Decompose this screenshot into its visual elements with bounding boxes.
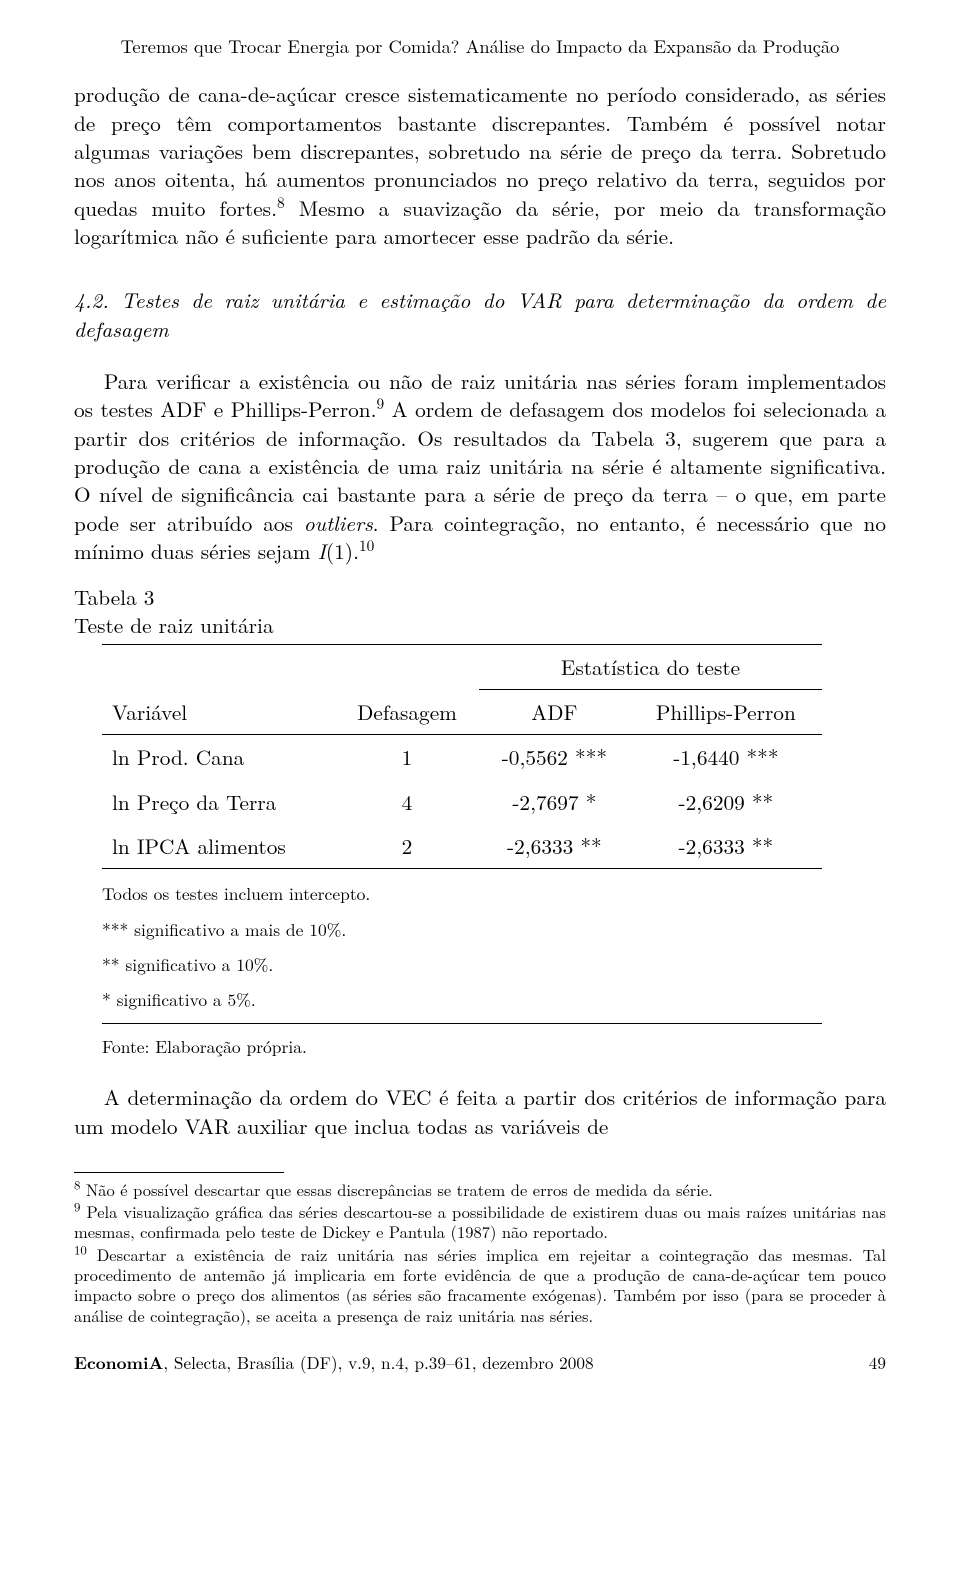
table-col-0: Variável (102, 690, 335, 735)
table-cell: -1,6440 *** (630, 735, 822, 780)
table-col-1: Defasagem (335, 690, 479, 735)
table-cell: 2 (335, 824, 479, 869)
table-cell: -2,7697 * (479, 780, 630, 824)
footnote-mark: 10 (74, 1239, 87, 1258)
table-row: ln IPCA alimentos 2 -2,6333 ** -2,6333 *… (102, 824, 822, 869)
footnote-ref-8: 8 (277, 192, 285, 213)
table-notes: Todos os testes incluem intercepto. *** … (102, 881, 822, 1059)
table-col-3: Phillips-Perron (630, 690, 822, 735)
page: Teremos que Trocar Energia por Comida? A… (0, 0, 960, 1415)
footnote-ref-10: 10 (359, 535, 374, 556)
table-row: ln Prod. Cana 1 -0,5562 *** -1,6440 *** (102, 735, 822, 780)
footer-page-number: 49 (869, 1351, 886, 1374)
table-cell: -2,6333 ** (630, 824, 822, 869)
table-notes-rule (102, 1023, 822, 1024)
table-note: *** significativo a mais de 10%. (102, 917, 822, 942)
table-3: Estatística do teste Variável Defasagem … (102, 644, 822, 870)
footnote-9: 9 Pela visualização gráfica das séries d… (74, 1201, 886, 1242)
table-header-span-row: Estatística do teste (102, 644, 822, 689)
paragraph-3: A determinação da ordem do VEC é feita a… (74, 1083, 886, 1140)
paragraph-2-outliers: outliers (304, 508, 373, 538)
footnotes-separator (74, 1172, 284, 1173)
table-cell: ln Preço da Terra (102, 780, 335, 824)
footer-journal-rest: , Selecta, Brasília (DF), v.9, n.4, p.39… (163, 1350, 593, 1374)
footnote-text: Não é possível descartar que essas discr… (80, 1177, 712, 1201)
table-caption: Teste de raiz unitária (74, 611, 886, 639)
footnote-text: Pela visualização gráfica das séries des… (74, 1199, 886, 1243)
table-cell: -2,6333 ** (479, 824, 630, 869)
table-3-data: Estatística do teste Variável Defasagem … (102, 644, 822, 870)
footer-journal-bold: EconomiA (74, 1351, 163, 1375)
footnote-10: 10 Descartar a existência de raiz unitár… (74, 1244, 886, 1325)
table-row: ln Preço da Terra 4 -2,7697 * -2,6209 ** (102, 780, 822, 824)
table-note: ** significativo a 10%. (102, 952, 822, 977)
table-cell: ln Prod. Cana (102, 735, 335, 780)
footnote-8: 8 Não é possível descartar que essas dis… (74, 1179, 886, 1199)
table-header-row: Variável Defasagem ADF Phillips-Perron (102, 690, 822, 735)
table-header-span: Estatística do teste (479, 644, 822, 689)
running-head: Teremos que Trocar Energia por Comida? A… (74, 34, 886, 58)
footer-journal: EconomiA, Selecta, Brasília (DF), v.9, n… (74, 1351, 594, 1375)
table-cell: 4 (335, 780, 479, 824)
table-col-2: ADF (479, 690, 630, 735)
table-label: Tabela 3 (74, 583, 886, 611)
table-cell: -0,5562 *** (479, 735, 630, 780)
paragraph-2: Para verificar a existência ou não de ra… (74, 367, 886, 565)
paragraph-2-i: I (318, 536, 326, 566)
section-heading-4-2: 4.2. Testes de raiz unitária e estimação… (74, 286, 886, 343)
table-cell: ln IPCA alimentos (102, 824, 335, 869)
table-cell: 1 (335, 735, 479, 780)
table-note-source: Fonte: Elaboração própria. (102, 1034, 822, 1059)
table-note: * significativo a 5%. (102, 987, 822, 1012)
page-footer: EconomiA, Selecta, Brasília (DF), v.9, n… (74, 1351, 886, 1375)
footnote-text: Descartar a existência de raiz unitária … (74, 1242, 886, 1327)
table-cell: -2,6209 ** (630, 780, 822, 824)
paragraph-1: produção de cana-de-açúcar cresce sistem… (74, 80, 886, 250)
paragraph-2-f: (1). (326, 536, 359, 566)
table-note: Todos os testes incluem intercepto. (102, 881, 822, 906)
footnotes: 8 Não é possível descartar que essas dis… (74, 1179, 886, 1325)
